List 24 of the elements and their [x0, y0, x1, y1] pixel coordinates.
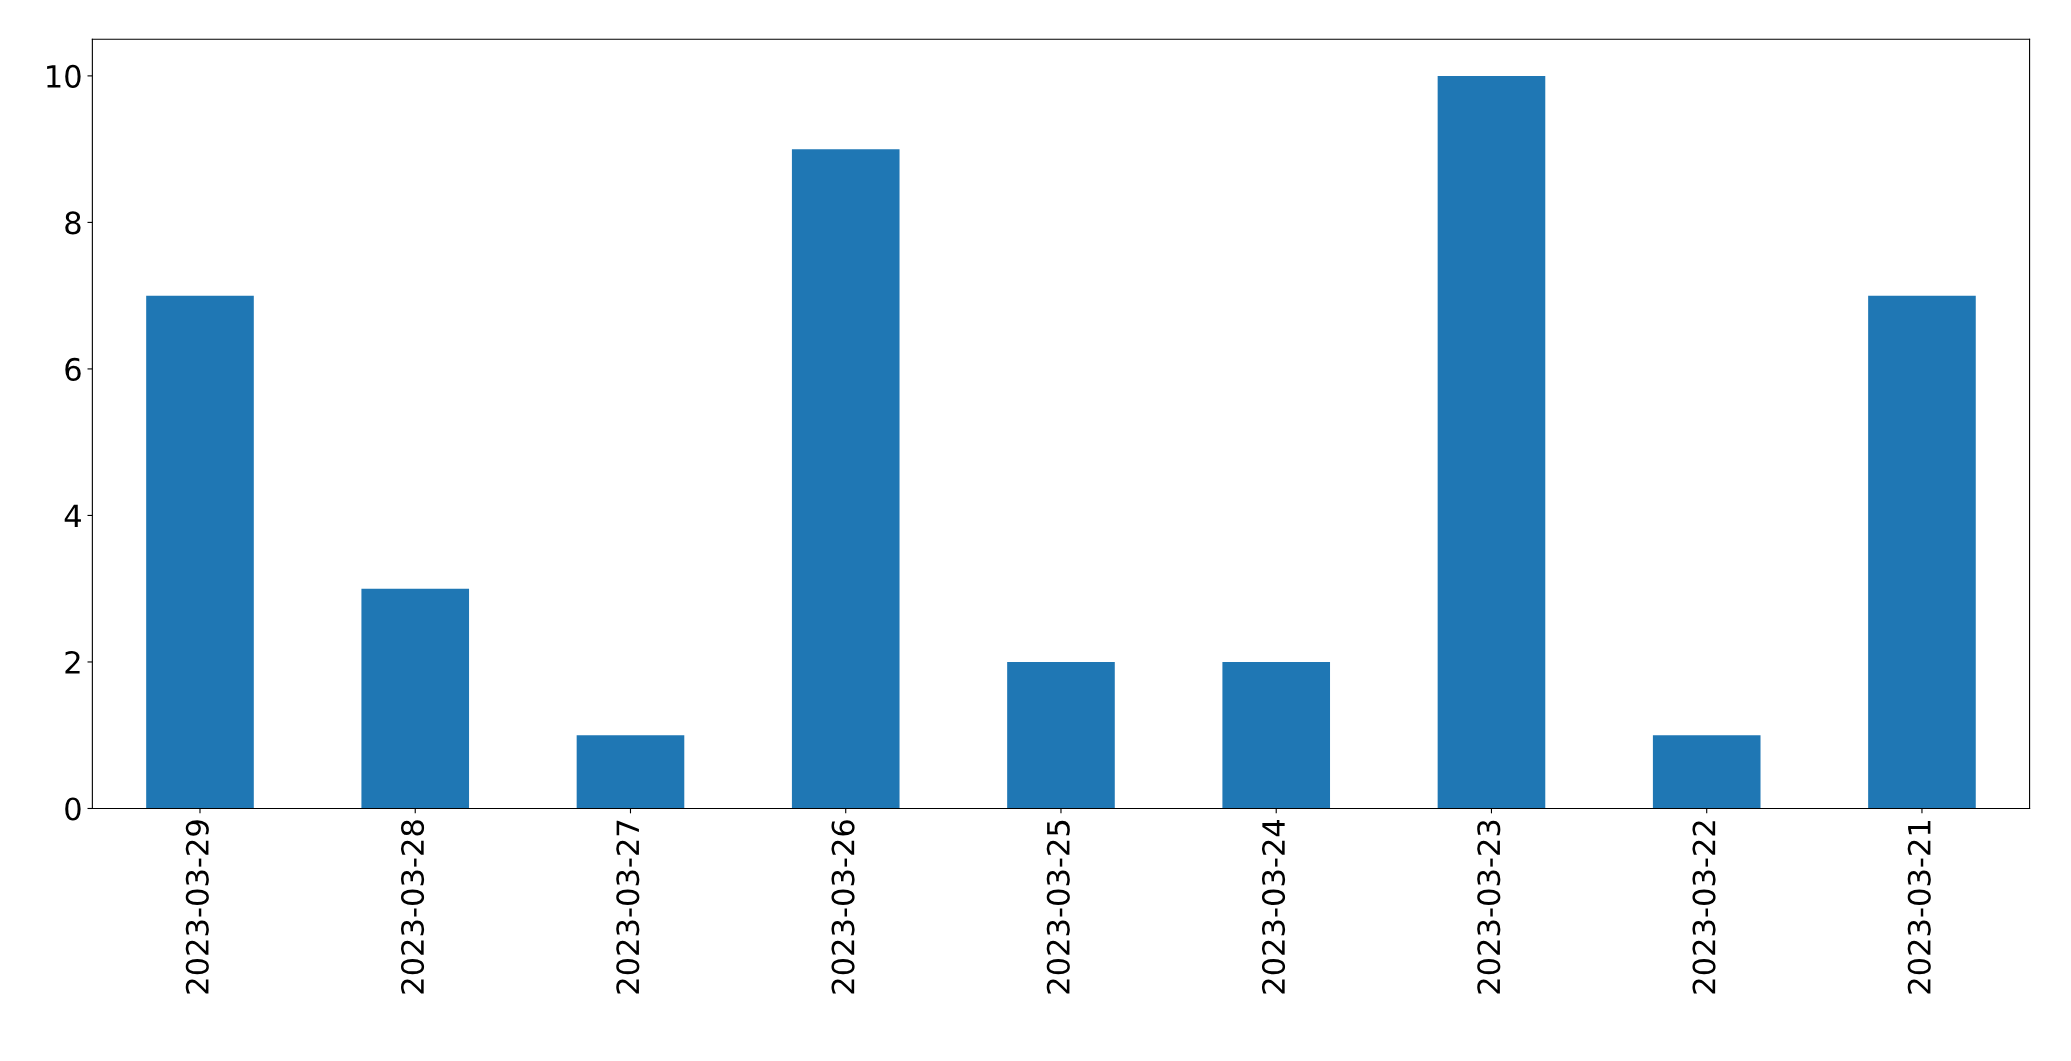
y-tick-label: 0 — [65, 797, 81, 821]
y-tick-label: 10 — [47, 64, 81, 88]
y-tick-label: 6 — [65, 357, 81, 381]
x-tick-label: 2023-03-27 — [616, 820, 640, 994]
x-tick-label: 2023-03-24 — [1261, 819, 1286, 994]
bar — [1868, 295, 1976, 809]
y-tick-label: 2 — [65, 650, 80, 674]
bar — [1007, 661, 1115, 809]
x-tick-label: 2023-03-26 — [831, 820, 855, 994]
bar — [146, 295, 254, 809]
bar — [361, 588, 470, 809]
x-tick-label: 2023-03-23 — [1477, 820, 1501, 994]
x-tick-label: 2023-03-21 — [1907, 821, 1931, 994]
bar — [1437, 75, 1546, 809]
y-tick-label: 8 — [65, 211, 81, 235]
bar — [791, 149, 900, 809]
x-tick-label: 2023-03-29 — [185, 820, 209, 994]
bar — [576, 735, 685, 809]
y-tick-label: 4 — [64, 504, 81, 528]
bar — [1222, 661, 1331, 809]
x-tick-label: 2023-03-22 — [1692, 821, 1716, 994]
bar — [1652, 735, 1761, 809]
x-tick-label: 2023-03-25 — [1046, 820, 1070, 994]
x-tick-label: 2023-03-28 — [400, 820, 425, 994]
